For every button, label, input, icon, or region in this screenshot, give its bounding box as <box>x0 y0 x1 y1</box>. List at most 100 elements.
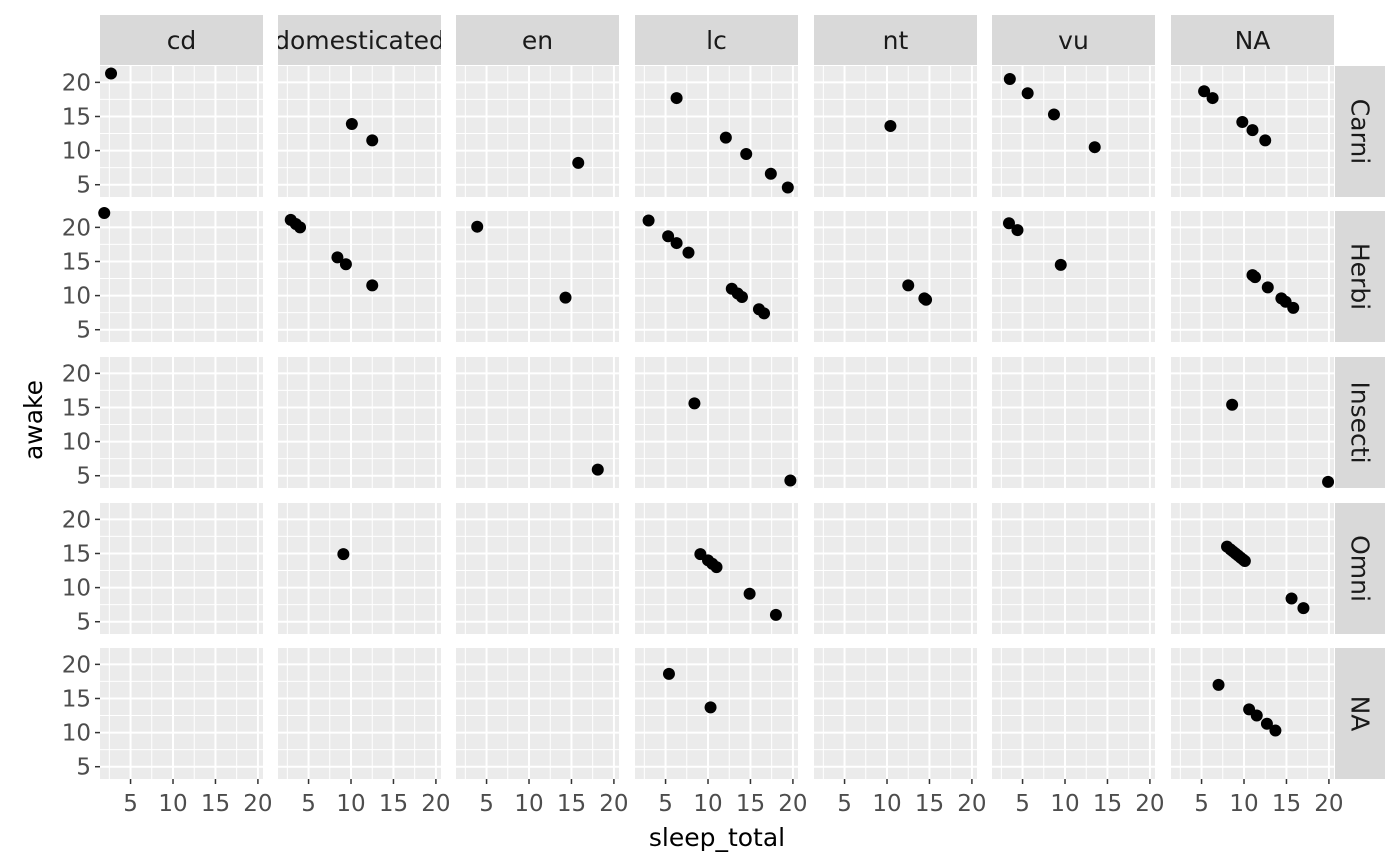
data-point <box>366 134 379 147</box>
data-point <box>1260 717 1273 730</box>
column-strips: cd domesticated en lc nt vu NA <box>100 15 1334 65</box>
facet-panel <box>100 503 263 640</box>
facet-panel <box>992 503 1155 640</box>
data-point <box>662 667 675 680</box>
facet-panel <box>814 648 977 785</box>
data-point <box>902 279 915 292</box>
y-tick-label: 5 <box>76 464 91 490</box>
data-point <box>1249 271 1262 284</box>
column-strip: cd <box>100 15 263 65</box>
facet-panel <box>456 211 619 348</box>
facet-panel <box>814 357 977 494</box>
facet-panel <box>814 66 977 203</box>
data-point <box>345 117 358 130</box>
x-tick-label: 10 <box>158 791 187 817</box>
row-strip: Insecti <box>1335 357 1385 488</box>
data-point <box>704 701 717 714</box>
row-strip-label: Carni <box>1346 99 1375 164</box>
facet-panel <box>100 211 263 348</box>
data-point <box>781 181 794 194</box>
facet-panel <box>1171 357 1334 494</box>
data-point <box>331 251 344 264</box>
facet-panel <box>456 66 619 203</box>
x-axis-title: sleep_total <box>649 823 785 852</box>
data-point <box>1261 281 1274 294</box>
row-strip: Omni <box>1335 503 1385 634</box>
data-point <box>1287 301 1300 314</box>
row-strip: Carni <box>1335 66 1385 197</box>
data-point <box>769 608 782 621</box>
row-strip-label: NA <box>1346 696 1375 732</box>
x-tick-label: 20 <box>778 791 807 817</box>
y-axis-title: awake <box>19 380 48 460</box>
x-tick-label: 20 <box>421 791 450 817</box>
data-point <box>1088 141 1101 154</box>
data-point <box>682 246 695 259</box>
y-tick-label: 5 <box>76 318 91 344</box>
facet-panel <box>278 211 441 348</box>
facet-panel <box>992 66 1155 203</box>
data-point <box>1002 217 1015 230</box>
x-tick-label: 20 <box>1314 791 1343 817</box>
column-strip: nt <box>814 15 977 65</box>
data-point <box>339 258 352 271</box>
x-tick-label: 15 <box>1272 791 1301 817</box>
y-tick-label: 20 <box>62 215 91 241</box>
y-tick-label: 20 <box>62 361 91 387</box>
data-point <box>1246 124 1259 137</box>
data-point <box>1322 475 1335 488</box>
x-tick-label: 20 <box>243 791 272 817</box>
y-tick-label: 10 <box>62 430 91 456</box>
x-tick-label: 5 <box>1194 791 1209 817</box>
data-point <box>98 207 111 220</box>
data-point <box>1297 602 1310 615</box>
facet-panel <box>100 648 263 785</box>
data-point <box>735 290 748 303</box>
y-tick-label: 5 <box>76 610 91 636</box>
facet-panel <box>992 211 1155 348</box>
row-strip: Herbi <box>1335 211 1385 342</box>
data-point <box>1021 87 1034 100</box>
data-point <box>642 214 655 227</box>
x-tick-label: 5 <box>837 791 852 817</box>
column-strip-label: lc <box>706 26 727 55</box>
data-point <box>1011 224 1024 237</box>
column-strip-label: en <box>522 26 553 55</box>
data-points <box>98 67 1335 737</box>
data-point <box>559 291 572 304</box>
data-point <box>670 92 683 105</box>
data-point <box>1250 709 1263 722</box>
column-strip-label: domesticated <box>274 26 445 55</box>
y-tick-label: 15 <box>62 249 91 275</box>
facet-panel <box>1171 503 1334 640</box>
y-tick-label: 15 <box>62 104 91 130</box>
y-tick-label: 5 <box>76 755 91 781</box>
data-point <box>662 230 675 243</box>
row-strip: NA <box>1335 648 1385 779</box>
facet-panel <box>814 211 977 348</box>
data-point <box>1047 108 1060 121</box>
facet-panel <box>278 66 441 203</box>
x-tick-label: 15 <box>201 791 230 817</box>
data-point <box>670 237 683 250</box>
data-point <box>572 156 585 169</box>
facet-panel <box>635 357 798 494</box>
column-strip-label: cd <box>167 26 197 55</box>
column-strip-label: nt <box>883 26 909 55</box>
facet-panel <box>456 648 619 785</box>
column-strip: en <box>456 15 619 65</box>
y-axis-ticks: 5 10 15 20 5 10 15 20 5 10 15 20 5 10 15 20 5 10 15 20 <box>62 70 100 781</box>
x-tick-label: 20 <box>599 791 628 817</box>
facet-panel <box>456 503 619 640</box>
facet-panel <box>635 211 798 348</box>
x-tick-label: 10 <box>336 791 365 817</box>
y-tick-label: 10 <box>62 721 91 747</box>
facet-panel <box>100 357 263 494</box>
x-axis-ticks: 5 10 15 20 5 10 15 20 5 10 15 20 5 10 15 20 5 10 15 20 5 10 15… <box>123 779 1344 817</box>
x-tick-label: 5 <box>479 791 494 817</box>
facet-panel <box>992 648 1155 785</box>
data-point <box>1236 115 1249 128</box>
y-tick-label: 15 <box>62 686 91 712</box>
data-point <box>105 67 118 80</box>
